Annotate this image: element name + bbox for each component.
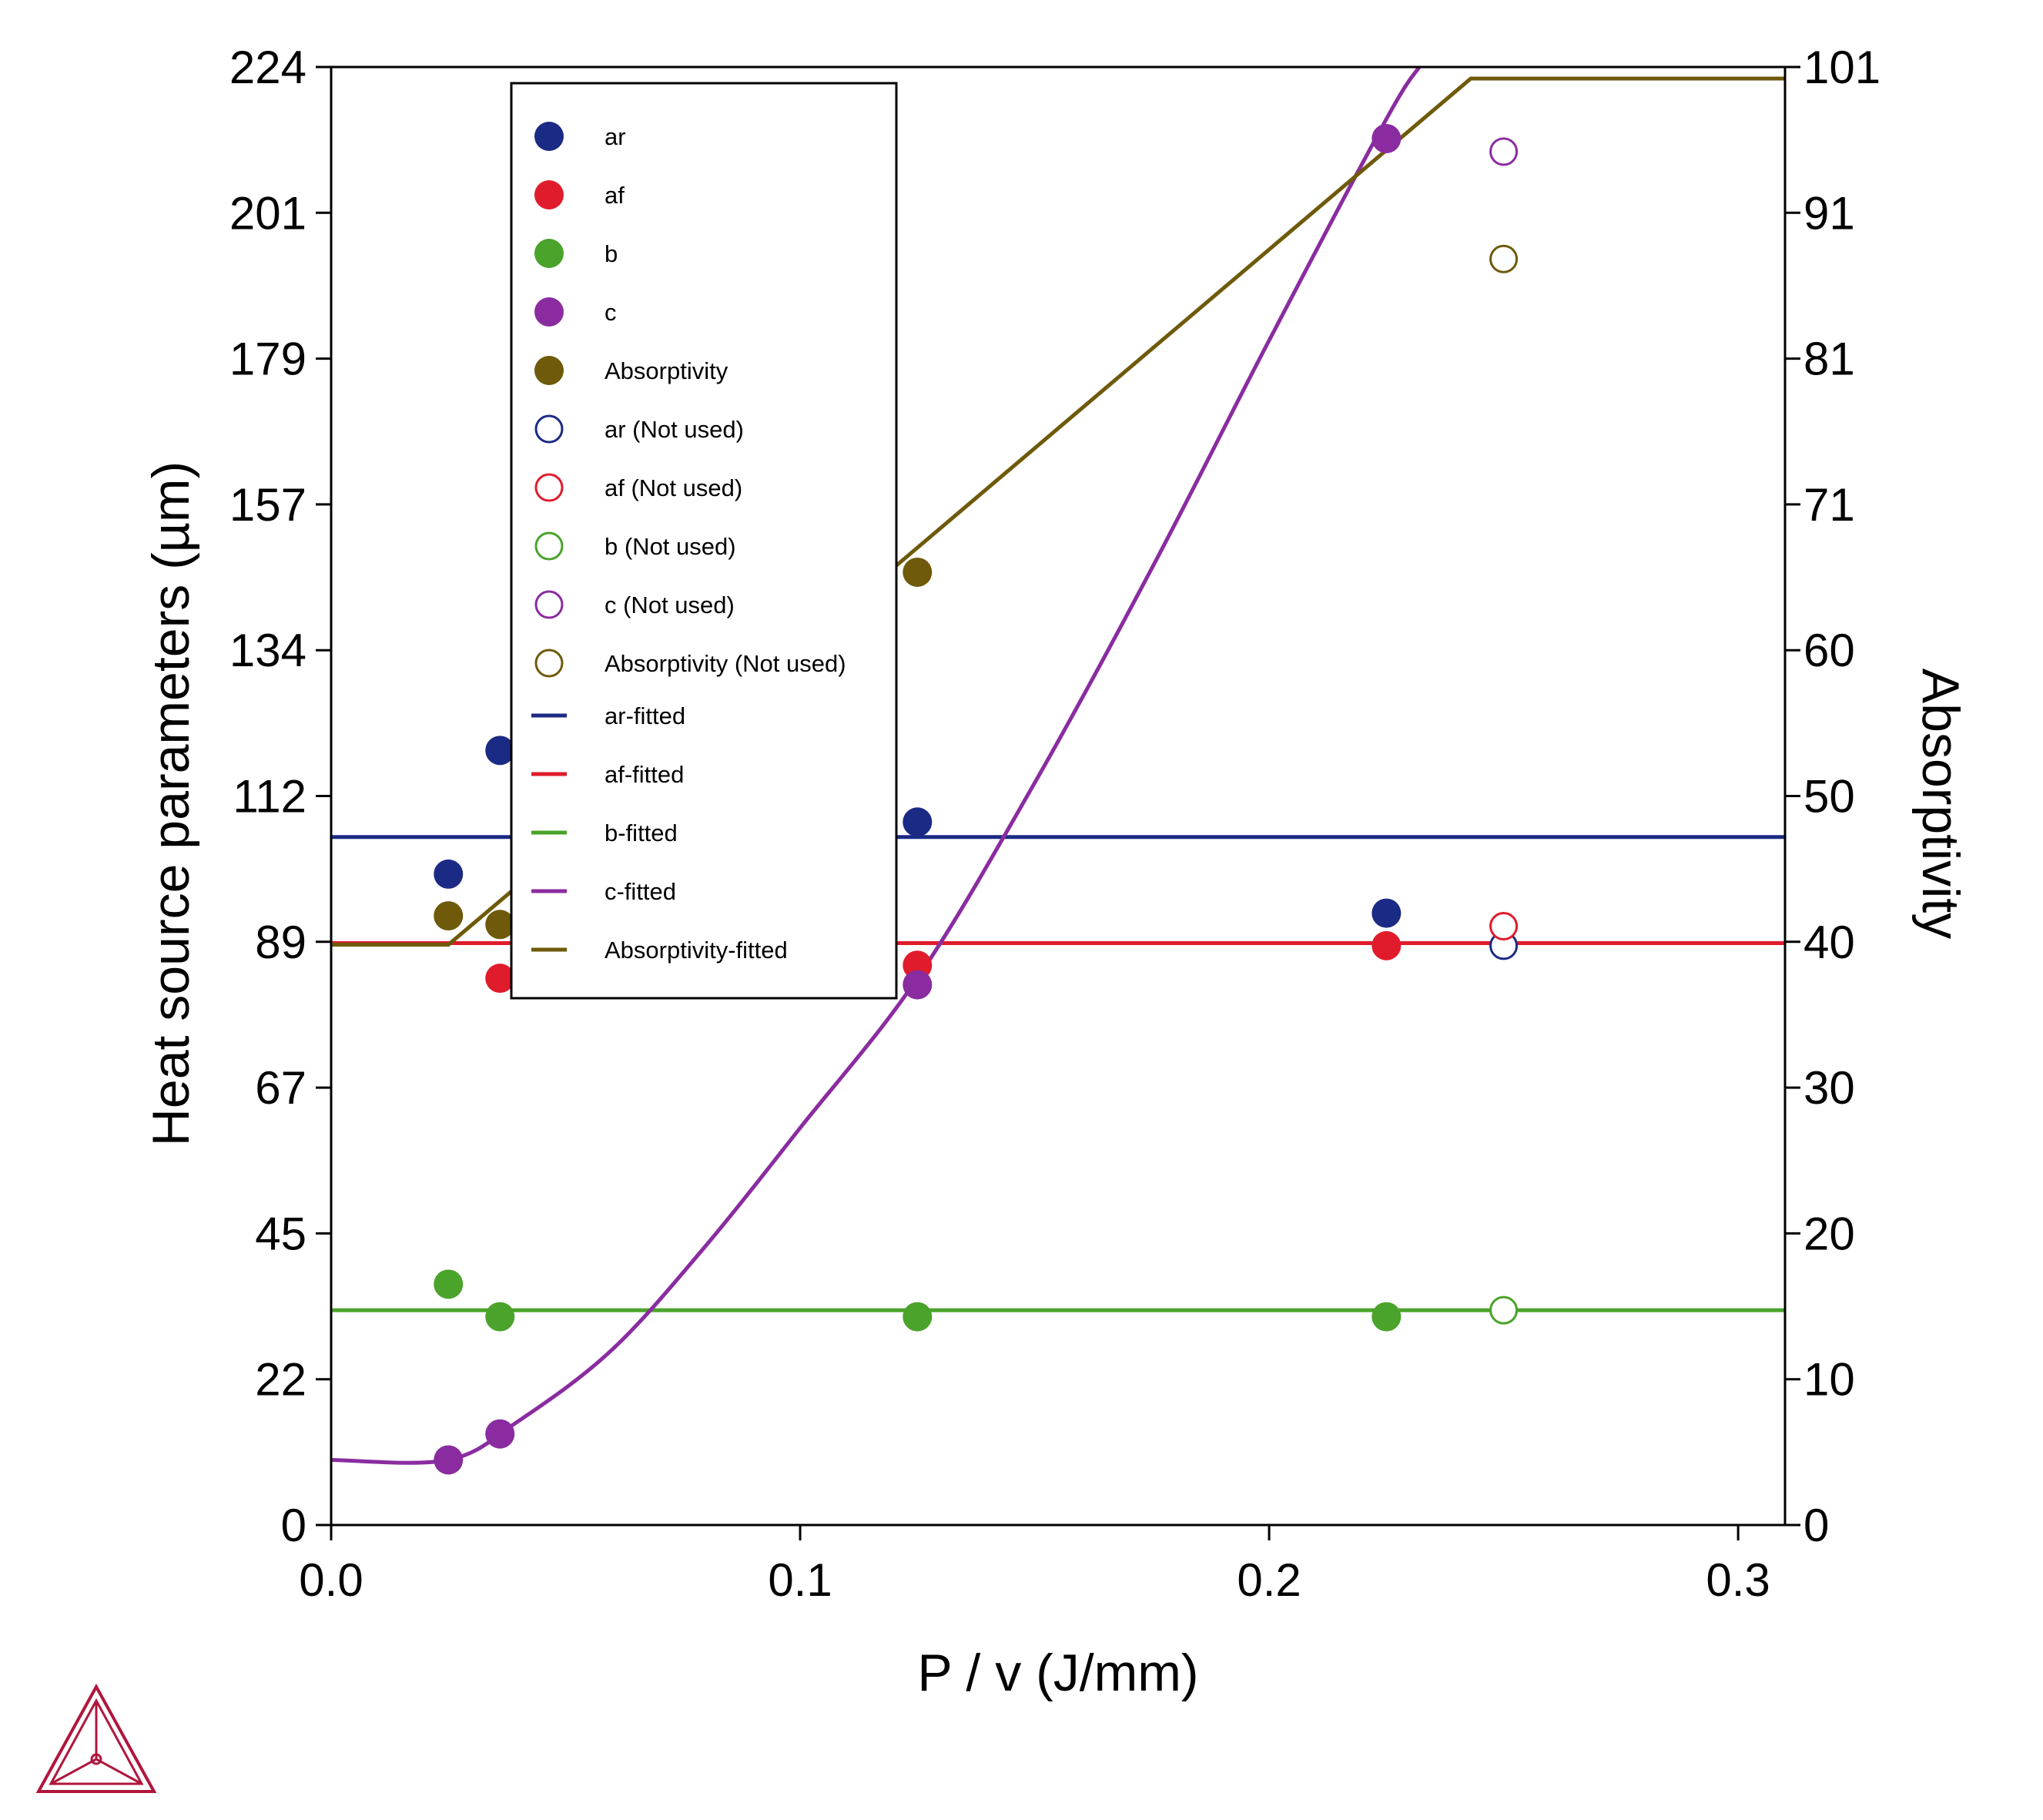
point-ar: [903, 807, 933, 837]
point-c-not-used: [1489, 137, 1519, 166]
y-tick-label: 179: [229, 333, 306, 385]
y2-tick-label: 101: [1804, 42, 1881, 93]
y-tick-label: 45: [255, 1208, 306, 1259]
x-tick-label: 0.3: [1706, 1554, 1770, 1606]
point-ar: [1371, 898, 1402, 928]
x-tick-label: 0.0: [299, 1554, 363, 1606]
y2-tick-label: 20: [1804, 1208, 1855, 1259]
y2-tick-label: 30: [1804, 1062, 1855, 1114]
legend-label-ar: ar: [605, 123, 626, 150]
y2-tick-label: 81: [1804, 333, 1855, 385]
y2-tick-label: 0: [1804, 1500, 1829, 1551]
legend: ar af b c Absorptivity ar (Not used) af (Not u…: [510, 82, 898, 1000]
data-points: [434, 123, 1519, 1475]
y2-tick-label: 10: [1804, 1354, 1855, 1406]
x-axis-title: P / v (J/mm): [917, 1644, 1198, 1702]
legend-label-absorptivity: Absorptivity: [605, 357, 728, 384]
x-tick-label: 0.1: [768, 1554, 832, 1606]
y2-tick-label: 60: [1804, 625, 1855, 676]
y-tick-label: 201: [229, 187, 306, 239]
legend-label-b-fitted: b-fitted: [605, 820, 678, 846]
point-b: [485, 1302, 515, 1332]
legend-swatch-absorptivity: [534, 356, 564, 385]
point-ar: [485, 736, 515, 766]
legend-swatch-af: [534, 180, 564, 209]
y-tick-label: 67: [255, 1062, 306, 1114]
y2-tick-label: 40: [1804, 917, 1855, 968]
y-axis-ticks: 0 22 45 67 89 112 134 157 179 201 224: [229, 42, 331, 1551]
legend-label-ar-fitted: ar-fitted: [605, 702, 685, 729]
legend-swatch-c: [534, 297, 564, 327]
legend-swatch-ar: [534, 122, 564, 151]
point-ar: [434, 859, 464, 889]
point-absorptivity: [903, 557, 933, 587]
legend-label-af-fitted: af-fitted: [605, 761, 684, 788]
point-af: [485, 964, 515, 994]
legend-label-ar-not-used: ar (Not used): [605, 416, 744, 443]
legend-swatch-c-not-used: [534, 590, 564, 619]
legend-swatch-b-not-used: [534, 531, 564, 561]
y2-tick-label: 91: [1804, 187, 1855, 239]
legend-label-absorptivity-fitted: Absorptivity-fitted: [605, 937, 788, 964]
y-tick-label: 22: [255, 1354, 306, 1406]
legend-label-absorptivity-not-used: Absorptivity (Not used): [605, 650, 846, 677]
thermo-calc-logo-icon: [35, 1683, 157, 1793]
y-tick-label: 112: [233, 771, 306, 823]
legend-swatch-b: [534, 239, 564, 268]
point-c: [1371, 123, 1402, 153]
point-c: [903, 970, 933, 1000]
y-axis-title: Heat source parameters (µm): [142, 461, 200, 1146]
point-af: [1371, 930, 1402, 960]
y2-axis-ticks: 0 10 20 30 40 50 60 71 81 91 101: [1785, 42, 1881, 1551]
legend-swatch-absorptivity-not-used: [534, 649, 564, 678]
point-absorptivity: [485, 910, 515, 940]
legend-label-b-not-used: b (Not used): [605, 533, 736, 560]
legend-label-c-not-used: c (Not used): [605, 592, 735, 618]
y-tick-label: 224: [229, 42, 306, 93]
point-b: [1371, 1302, 1402, 1332]
x-tick-label: 0.2: [1237, 1554, 1301, 1606]
point-absorptivity-not-used: [1489, 244, 1519, 273]
y2-tick-label: 71: [1804, 479, 1855, 531]
legend-box: [510, 82, 898, 1000]
point-absorptivity: [434, 901, 464, 931]
legend-label-b: b: [605, 240, 618, 267]
point-c: [485, 1419, 515, 1449]
point-af-not-used: [1489, 912, 1519, 941]
point-b-not-used: [1489, 1295, 1519, 1325]
point-b: [903, 1302, 933, 1332]
y2-axis-title: Absorptivity: [1911, 669, 1970, 939]
legend-label-af-not-used: af (Not used): [605, 474, 742, 501]
y-tick-label: 89: [255, 917, 306, 968]
y-tick-label: 0: [281, 1500, 306, 1551]
legend-label-c: c: [605, 299, 617, 326]
legend-label-af: af: [605, 182, 625, 209]
y-tick-label: 134: [229, 625, 306, 676]
point-c: [434, 1445, 464, 1475]
y-tick-label: 157: [229, 479, 306, 531]
legend-label-c-fitted: c-fitted: [605, 878, 676, 905]
series-line-absorptivity-fitted: [331, 76, 1785, 947]
x-axis-ticks: 0.0 0.1 0.2 0.3: [299, 1525, 1770, 1606]
point-b: [434, 1269, 464, 1299]
y2-tick-label: 50: [1804, 771, 1855, 823]
legend-swatch-ar-not-used: [534, 414, 564, 444]
legend-swatch-af-not-used: [534, 473, 564, 502]
